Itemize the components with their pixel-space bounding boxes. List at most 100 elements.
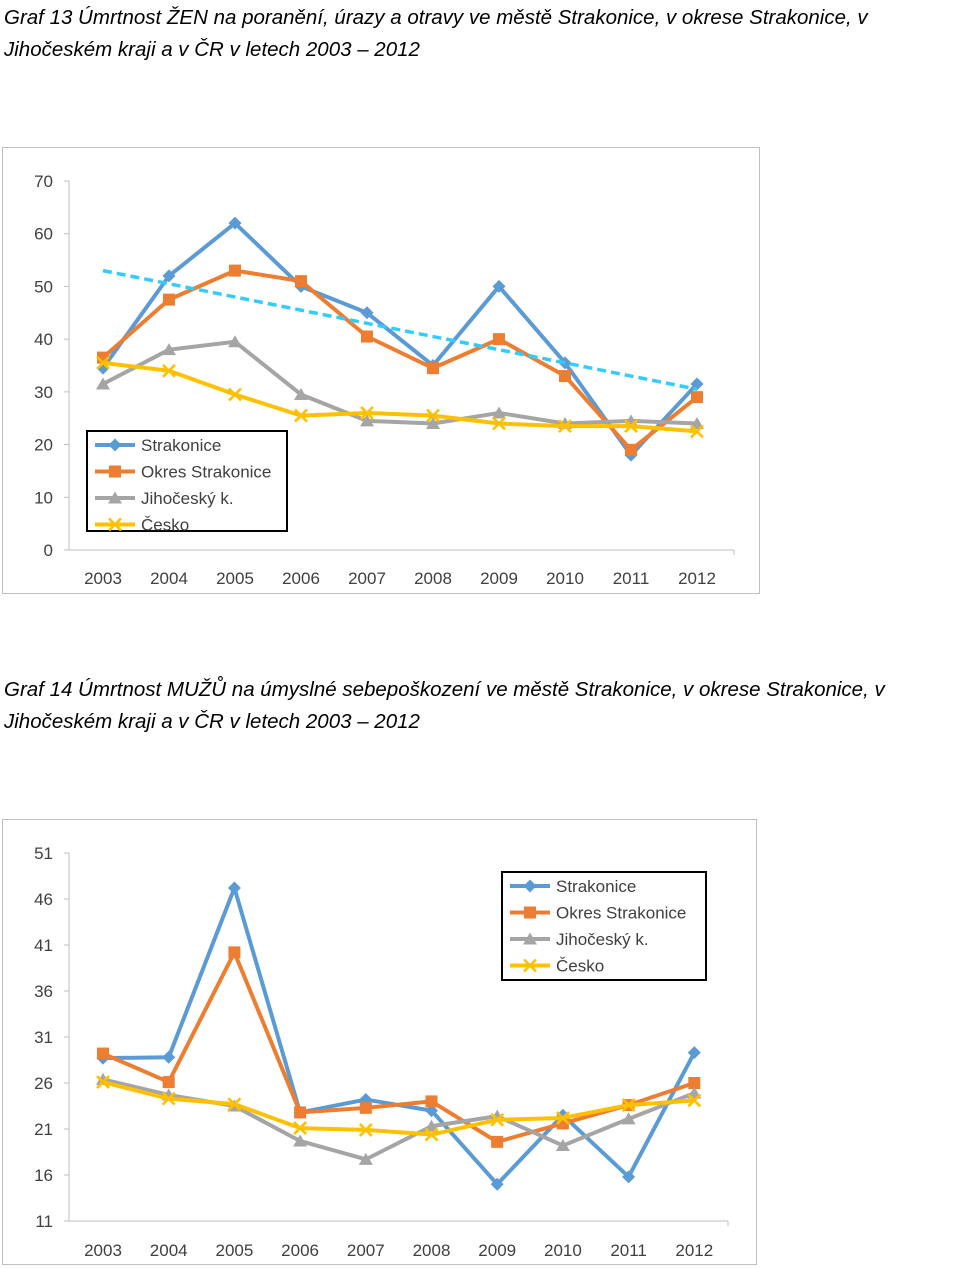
chart1-point-strakonice [492,279,506,293]
chart1-point-cesko [492,416,506,431]
chart2-y-tick-label: 31 [34,1028,53,1047]
chart1-y-tick-label: 60 [34,225,53,244]
chart2-line-jihocesky-k [102,1077,696,1162]
chart1-point-jihocesky-k [294,387,308,400]
chart2-point-okres-strakonice [688,1077,701,1089]
chart1-x-tick-label: 2012 [678,569,716,588]
chart1-point-okres-strakonice [625,443,637,456]
chart1-plot: 0 10 20 30 40 50 60 70 2003 2004 2005 2006 2007 2008 2… [34,172,735,588]
chart1-point-okres-strakonice [691,391,703,404]
chart2-line-cesko [102,1080,695,1137]
chart2-legend-label-jihocesky-k: Jihočeský k. [556,930,649,949]
chart1-point-jihocesky-k [162,343,176,356]
chart2-point-okres-strakonice [162,1076,175,1089]
chart2-point-cesko [293,1121,308,1135]
chart2-legend-marker-strakonice [523,879,537,893]
chart1-point-cesko [426,408,440,423]
chart1-trendline [102,268,698,391]
chart1-line-okres-strakonice [101,268,699,452]
chart2-y-tick-label: 26 [34,1074,53,1093]
chart2-x-tick-label: 2005 [215,1241,253,1260]
chart2-x-tick-label: 2009 [478,1241,516,1260]
chart1-point-cesko [96,355,110,370]
chart2-series-cesko [96,1075,702,1142]
chart1-x-tick-label: 2010 [546,569,584,588]
chart2-point-cesko [490,1112,505,1127]
chart2-point-okres-strakonice [97,1047,109,1060]
chart2-point-jihocesky-k [555,1139,570,1152]
chart1-line-cesko [102,360,698,434]
chart1-point-okres-strakonice [163,293,175,306]
chart1-point-okres-strakonice [229,264,241,277]
chart1-frame: 0 10 20 30 40 50 60 70 2003 2004 2005 2006 2007 2008 2… [2,147,760,594]
chart2-point-strakonice [227,881,241,895]
chart1-point-cesko [624,419,638,434]
chart1-point-jihocesky-k [228,335,242,348]
chart2-legend: Strakonice Okres Strakonice Jihočeský k. Če… [501,871,707,981]
chart1-legend-label-jihocesky-k: Jihočeský k. [141,489,234,508]
chart1-point-jihocesky-k [492,406,506,419]
chart2-caption: Graf 14 Úmrtnost MUŽŮ na úmyslné sebepoš… [4,678,885,733]
chart2-point-jihocesky-k [358,1152,373,1165]
chart1-caption: Graf 13 Úmrtnost ŽEN na poranění, úrazy … [4,6,868,61]
chart1-x-tick-label: 2003 [84,569,122,588]
chart1-legend-marker-okres-strakonice [109,465,121,478]
chart2-point-cesko [621,1098,636,1112]
chart1-legend-label-strakonice: Strakonice [141,436,221,455]
chart1-y-tick-label: 0 [44,541,53,560]
chart1-x-tick-label: 2005 [216,569,254,588]
chart1-legend-marker-jihocesky-k [108,491,122,504]
chart2-point-strakonice [359,1093,373,1107]
chart1-y-tick-label: 30 [34,383,53,402]
chart1-legend-marker-cesko [108,517,122,532]
chart2-point-okres-strakonice [425,1095,438,1108]
chart1-series-okres-strakonice [97,264,703,456]
chart2-x-tick-label: 2010 [544,1241,582,1260]
chart2-legend-label-cesko: Česko [556,957,604,976]
chart2-y-tick-label: 46 [34,890,53,909]
chart2-y-tick-label: 11 [35,1212,53,1231]
chart2-point-strakonice [425,1104,438,1118]
chart1-legend-marker-strakonice [108,438,122,452]
chart2-legend-label-okres-strakonice: Okres Strakonice [556,904,686,923]
chart1-y-tick-label: 40 [34,330,53,349]
chart2-point-jihocesky-k [293,1134,308,1147]
chart1-line-jihocesky-k [102,339,698,426]
chart1-x-tick-label: 2004 [150,569,188,588]
chart1-point-strakonice [690,377,704,391]
chart1-point-jihocesky-k [360,414,374,427]
chart2-y-tick-label: 36 [34,982,53,1001]
chart2-point-cesko [161,1091,176,1106]
chart1-point-cesko [558,419,572,434]
chart1-point-okres-strakonice [361,330,373,343]
chart1-x-tick-label: 2008 [414,569,452,588]
chart2-point-strakonice [687,1046,701,1060]
chart2-point-strakonice [490,1177,504,1191]
chart2-point-jihocesky-k [621,1112,636,1125]
chart1-point-strakonice [360,306,374,320]
chart2-series-jihocesky-k [96,1072,702,1165]
chart1-point-okres-strakonice [559,370,571,383]
chart1-x-tick-label: 2007 [348,569,386,588]
chart1-point-okres-strakonice [295,275,307,288]
chart2-point-okres-strakonice [491,1135,504,1148]
chart1-point-cesko [690,424,704,439]
chart1-line-strakonice [101,221,699,458]
chart2-point-strakonice [162,1050,176,1064]
chart2-line-okres-strakonice [102,950,695,1144]
chart2-point-cesko [555,1111,570,1125]
chart2-legend-marker-jihocesky-k [523,932,537,945]
chart2-legend-marker-okres-strakonice [524,906,536,919]
chart1-x-tick-label: 2006 [282,569,320,588]
chart2-x-tick-label: 2012 [675,1241,713,1260]
chart1-x-tick-label: 2011 [613,569,650,588]
chart1-series-cesko [96,355,704,439]
chart2-x-tick-label: 2003 [84,1241,122,1260]
chart2-y-tick-label: 21 [34,1120,53,1139]
chart2-x-tick-label: 2007 [347,1241,385,1260]
chart2-y-tick-label: 16 [34,1166,53,1185]
chart2-legend-label-strakonice: Strakonice [556,877,636,896]
chart2-y-tick-label: 51 [34,844,53,863]
chart1-y-tick-label: 10 [34,488,53,507]
chart1-point-strakonice [228,216,242,230]
